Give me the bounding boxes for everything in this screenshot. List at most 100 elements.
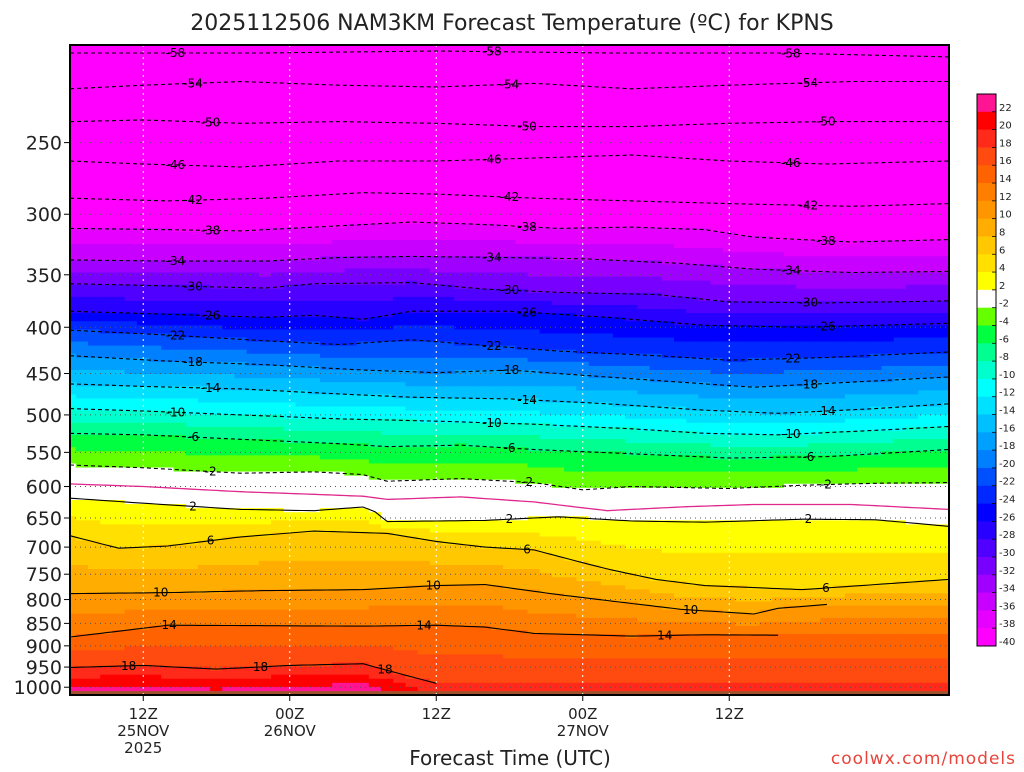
temperature-cell (149, 670, 162, 676)
temperature-cell (295, 248, 309, 253)
temperature-cell (210, 122, 223, 127)
temperature-cell (185, 276, 199, 282)
temperature-cell (271, 638, 284, 643)
temperature-cell (75, 625, 89, 631)
temperature-cell (70, 272, 77, 278)
temperature-cell (405, 244, 419, 249)
temperature-cell (100, 195, 114, 200)
temperature-cell (368, 252, 382, 257)
temperature-cell (149, 162, 162, 168)
temperature-cell (173, 560, 187, 566)
temperature-cell (173, 556, 187, 562)
temperature-cell (88, 325, 101, 330)
temperature-cell (393, 130, 407, 135)
temperature-cell (429, 268, 443, 274)
temperature-cell (307, 329, 321, 335)
temperature-cell (136, 227, 150, 233)
temperature-cell (368, 69, 382, 75)
temperature-cell (283, 581, 297, 586)
temperature-cell (332, 69, 345, 75)
temperature-cell (417, 686, 431, 692)
temperature-cell (271, 658, 284, 664)
temperature-cell (307, 548, 321, 554)
temperature-cell (246, 406, 260, 412)
temperature-cell (258, 252, 272, 257)
temperature-cell (356, 504, 370, 509)
temperature-cell (149, 650, 162, 655)
temperature-cell (75, 219, 89, 225)
temperature-cell (429, 252, 443, 257)
temperature-cell (161, 296, 175, 302)
temperature-cell (136, 406, 150, 412)
temperature-cell (307, 296, 321, 302)
temperature-cell (405, 378, 419, 383)
temperature-cell (197, 382, 211, 387)
temperature-cell (149, 191, 162, 196)
temperature-cell (75, 666, 89, 672)
temperature-cell (271, 678, 284, 684)
temperature-cell (70, 288, 77, 294)
temperature-cell (429, 504, 443, 509)
temperature-cell (149, 402, 162, 408)
temperature-cell (332, 617, 345, 623)
temperature-cell (70, 101, 77, 107)
temperature-cell (295, 110, 309, 115)
temperature-cell (295, 642, 309, 647)
temperature-cell (405, 625, 419, 631)
temperature-cell (393, 53, 407, 58)
temperature-cell (368, 240, 382, 245)
temperature-cell (381, 394, 394, 400)
temperature-cell (185, 53, 199, 58)
temperature-cell (405, 203, 419, 209)
temperature-cell (271, 361, 284, 367)
temperature-cell (246, 540, 260, 546)
temperature-cell (161, 406, 175, 412)
temperature-cell (124, 61, 138, 66)
temperature-cell (149, 126, 162, 131)
temperature-cell (381, 215, 394, 221)
temperature-cell (100, 528, 114, 534)
temperature-cell (70, 69, 77, 75)
temperature-cell (75, 256, 89, 261)
temperature-cell (234, 678, 248, 684)
temperature-cell (295, 199, 309, 205)
temperature-cell (100, 605, 114, 611)
temperature-cell (88, 223, 101, 229)
temperature-cell (429, 93, 443, 99)
temperature-cell (356, 670, 370, 676)
temperature-cell (197, 508, 211, 513)
temperature-cell (173, 219, 187, 225)
temperature-cell (197, 126, 211, 131)
temperature-cell (149, 57, 162, 62)
temperature-cell (246, 634, 260, 639)
temperature-cell (112, 296, 126, 302)
temperature-cell (356, 162, 370, 168)
temperature-cell (319, 146, 333, 152)
temperature-cell (70, 459, 77, 465)
temperature-cell (283, 65, 297, 70)
temperature-cell (356, 244, 370, 249)
temperature-cell (319, 345, 333, 351)
temperature-cell (271, 45, 284, 50)
temperature-cell (149, 410, 162, 416)
temperature-cell (75, 317, 89, 322)
temperature-cell (234, 630, 248, 635)
temperature-cell (405, 284, 419, 290)
temperature-cell (405, 45, 419, 50)
temperature-cell (344, 85, 358, 91)
temperature-cell (356, 682, 370, 688)
temperature-cell (161, 609, 175, 615)
temperature-cell (197, 613, 211, 619)
temperature-cell (222, 77, 236, 83)
temperature-cell (197, 646, 211, 651)
temperature-cell (124, 118, 138, 123)
temperature-cell (149, 548, 162, 554)
temperature-cell (271, 451, 284, 456)
temperature-cell (356, 317, 370, 322)
temperature-cell (356, 321, 370, 326)
temperature-cell (124, 581, 138, 586)
temperature-cell (356, 219, 370, 225)
temperature-cell (210, 410, 223, 416)
temperature-cell (88, 471, 101, 477)
temperature-cell (283, 240, 297, 245)
